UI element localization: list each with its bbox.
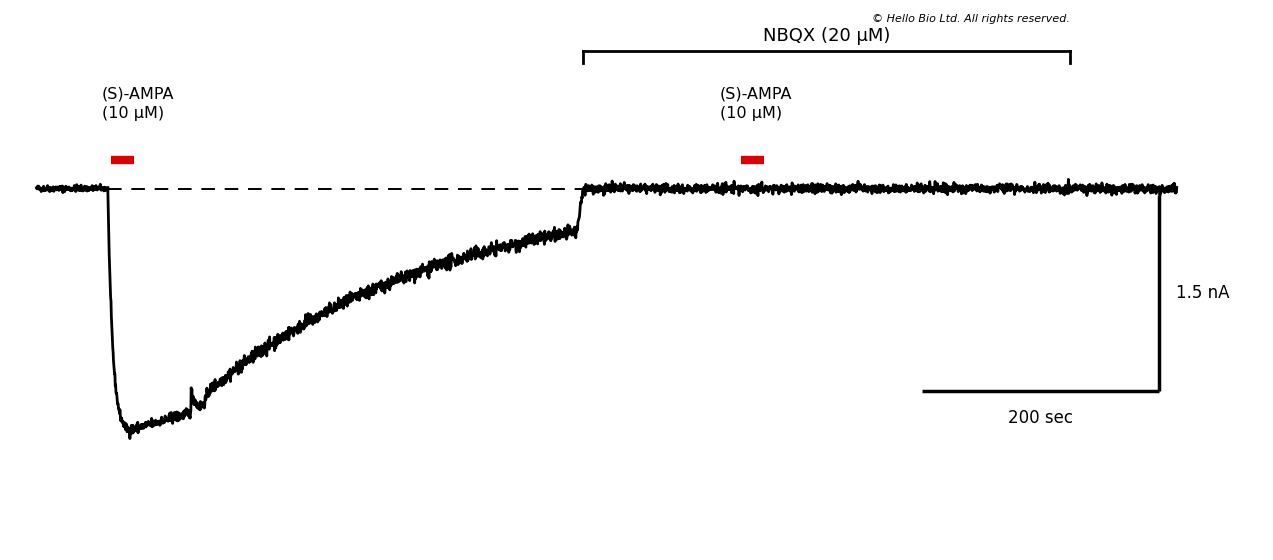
Text: 200 sec: 200 sec	[1008, 409, 1073, 427]
Text: 1.5 nA: 1.5 nA	[1176, 284, 1230, 302]
Text: NBQX (20 μM): NBQX (20 μM)	[763, 27, 890, 45]
Text: (S)-AMPA
(10 μM): (S)-AMPA (10 μM)	[719, 87, 792, 120]
Text: © Hello Bio Ltd. All rights reserved.: © Hello Bio Ltd. All rights reserved.	[872, 14, 1069, 24]
Text: (S)-AMPA
(10 μM): (S)-AMPA (10 μM)	[102, 87, 174, 120]
